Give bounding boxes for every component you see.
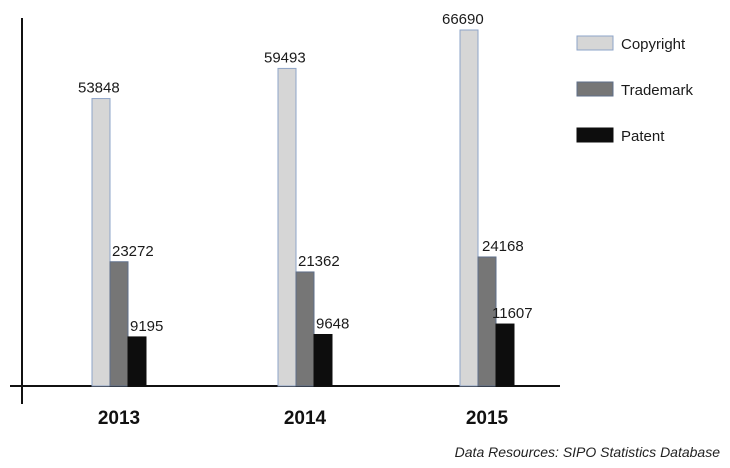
legend-swatch-trademark bbox=[576, 81, 614, 97]
x-tick-label-2015: 2015 bbox=[466, 408, 509, 429]
bar-trademark-2015 bbox=[477, 256, 497, 387]
legend: Copyright Trademark Patent bbox=[576, 35, 693, 145]
legend-label-copyright: Copyright bbox=[621, 36, 686, 53]
data-label-patent-2014: 9648 bbox=[316, 315, 349, 332]
bar-copyright-2015 bbox=[459, 29, 479, 387]
data-label-trademark-2014: 21362 bbox=[298, 253, 340, 270]
x-tick-label-2014: 2014 bbox=[284, 408, 327, 429]
data-label-copyright-2014: 59493 bbox=[264, 49, 306, 66]
bar-patent-2013 bbox=[127, 336, 147, 387]
bar-trademark-2013 bbox=[109, 261, 129, 387]
bar-trademark-2014 bbox=[295, 271, 315, 387]
data-label-copyright-2013: 53848 bbox=[78, 80, 120, 97]
x-tick-label-2013: 2013 bbox=[98, 408, 140, 429]
legend-label-trademark: Trademark bbox=[621, 82, 693, 99]
data-label-patent-2015: 11607 bbox=[492, 305, 533, 322]
data-labels-group: 53848 23272 9195 59493 21362 9648 66690 24168 11… bbox=[78, 11, 533, 335]
bar-copyright-2013 bbox=[91, 98, 111, 387]
source-note: Data Resources: SIPO Statistics Database bbox=[455, 444, 721, 460]
data-label-trademark-2015: 24168 bbox=[482, 238, 524, 255]
bar-patent-2014 bbox=[313, 333, 333, 387]
data-label-trademark-2013: 23272 bbox=[112, 243, 154, 260]
data-label-patent-2013: 9195 bbox=[130, 318, 163, 335]
x-tick-labels-group: 2013 2014 2015 bbox=[98, 408, 509, 429]
bar-copyright-2014 bbox=[277, 67, 297, 387]
data-label-copyright-2015: 66690 bbox=[442, 11, 484, 28]
bars-group bbox=[91, 29, 515, 387]
bar-patent-2015 bbox=[495, 323, 515, 387]
legend-swatch-copyright bbox=[576, 35, 614, 51]
legend-label-patent: Patent bbox=[621, 128, 665, 145]
legend-swatch-patent bbox=[576, 127, 614, 143]
